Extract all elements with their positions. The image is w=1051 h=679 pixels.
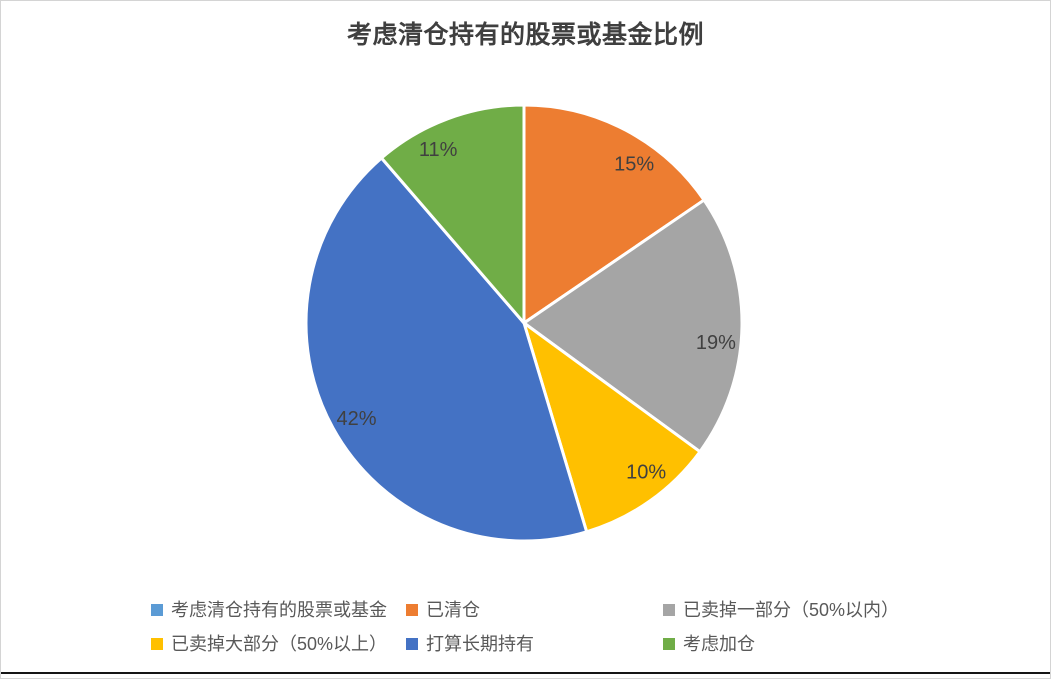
legend-item-2: 已清仓 bbox=[406, 600, 663, 620]
pie-slice-3 bbox=[522, 321, 702, 534]
legend-item-4: 已卖掉大部分（50%以上） bbox=[151, 634, 406, 654]
slice-label-3: 10% bbox=[626, 461, 666, 483]
bottom-rule bbox=[1, 672, 1050, 674]
legend-item-6: 考虑加仓 bbox=[663, 634, 899, 654]
slice-label-2: 19% bbox=[696, 332, 736, 354]
slice-label-1: 15% bbox=[614, 154, 654, 176]
legend-label: 已卖掉一部分（50%以内） bbox=[683, 600, 900, 620]
legend-swatch-icon bbox=[406, 638, 418, 650]
slice-label-4: 42% bbox=[336, 408, 376, 430]
legend-label: 已清仓 bbox=[426, 600, 480, 620]
chart-legend: 考虑清仓持有的股票或基金 已清仓 已卖掉一部分（50%以内） 已卖掉大部分（50%以上… bbox=[151, 600, 899, 654]
legend-swatch-icon bbox=[151, 638, 163, 650]
pie-slice-2 bbox=[522, 198, 744, 454]
legend-swatch-icon bbox=[406, 604, 418, 616]
pie-slice-5 bbox=[379, 103, 526, 325]
legend-swatch-icon bbox=[663, 604, 675, 616]
legend-label: 考虑加仓 bbox=[683, 634, 755, 654]
legend-item-3: 已卖掉一部分（50%以内） bbox=[663, 600, 899, 620]
legend-label: 考虑清仓持有的股票或基金 bbox=[171, 600, 387, 620]
legend-label: 已卖掉大部分（50%以上） bbox=[171, 634, 388, 654]
chart-title: 考虑清仓持有的股票或基金比例 bbox=[346, 21, 704, 49]
legend-swatch-icon bbox=[663, 638, 675, 650]
slice-label-5: 11% bbox=[419, 139, 458, 161]
legend-item-1: 考虑清仓持有的股票或基金 bbox=[151, 600, 406, 620]
pie-slice-4 bbox=[304, 156, 589, 543]
legend-swatch-icon bbox=[151, 604, 163, 616]
legend-label: 打算长期持有 bbox=[426, 634, 534, 654]
legend-item-5: 打算长期持有 bbox=[406, 634, 663, 654]
pie-slice-1 bbox=[522, 103, 706, 325]
